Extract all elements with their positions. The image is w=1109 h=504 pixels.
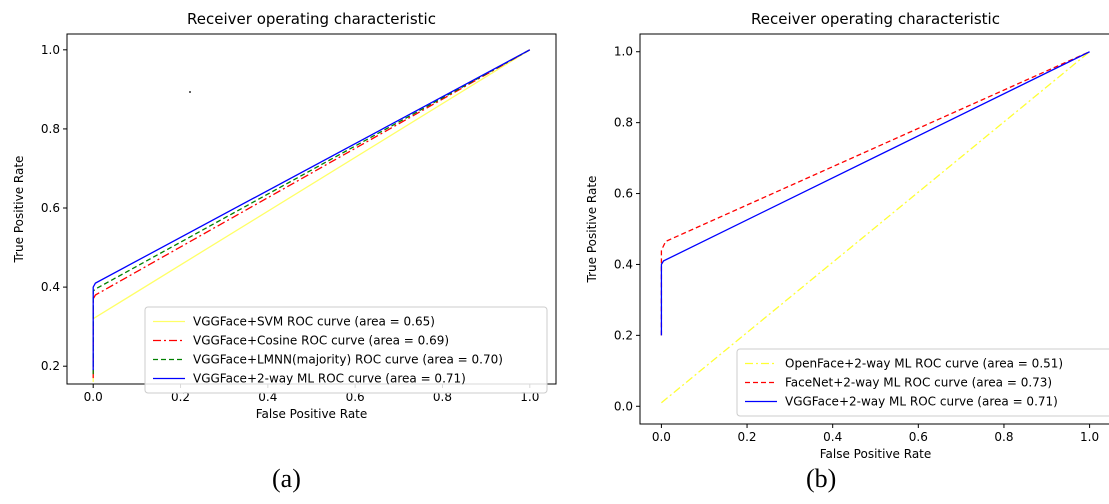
b-legend-label-2: VGGFace+2-way ML ROC curve (area = 0.71) <box>785 395 1058 409</box>
caption-a: (a) <box>272 464 301 493</box>
b-x-tick-label-5: 1.0 <box>1080 430 1099 444</box>
a-y-tick-label-2: 0.6 <box>41 201 60 215</box>
b-x-tick-label-3: 0.6 <box>909 430 928 444</box>
a-stray-mark <box>189 91 191 93</box>
a-chart-title: Receiver operating characteristic <box>187 10 436 28</box>
b-y-tick-label-0: 0.0 <box>614 399 633 413</box>
a-y-tick-label-4: 1.0 <box>41 43 60 57</box>
b-series-line-1 <box>660 51 1090 336</box>
b-y-tick-label-5: 1.0 <box>614 45 633 59</box>
b-y-tick-label-2: 0.4 <box>614 257 633 271</box>
a-legend-label-3: VGGFace+2-way ML ROC curve (area = 0.71) <box>193 372 466 386</box>
b-y-tick-label-4: 0.8 <box>614 116 633 130</box>
a-y-tick-label-3: 0.8 <box>41 122 60 136</box>
caption-b: (b) <box>806 464 837 493</box>
b-legend-box <box>736 348 1109 417</box>
b-x-axis-label: False Positive Rate <box>820 447 932 460</box>
b-legend-label-0: OpenFace+2-way ML ROC curve (area = 0.51… <box>785 357 1063 371</box>
a-x-axis-label: False Positive Rate <box>256 407 368 421</box>
b-legend-label-1: FaceNet+2-way ML ROC curve (area = 0.73) <box>785 376 1052 390</box>
a-x-tick-label-0: 0.0 <box>84 390 103 404</box>
b-x-tick-label-4: 0.8 <box>994 430 1013 444</box>
b-x-tick-label-2: 0.4 <box>823 430 842 444</box>
b-x-tick-label-0: 0.0 <box>652 430 671 444</box>
roc-chart-b: Receiver operating characteristic 0.0 0.2 0… <box>585 10 1109 460</box>
roc-chart-a: Receiver operating characteristic 0.0 0.2 0… <box>12 10 557 421</box>
b-y-tick-label-3: 0.6 <box>614 187 633 201</box>
b-series-line-0 <box>660 51 1091 404</box>
a-legend-label-1: VGGFace+Cosine ROC curve (area = 0.69) <box>193 334 449 348</box>
a-legend-label-2: VGGFace+LMNN(majority) ROC curve (area =… <box>193 353 503 367</box>
b-y-axis-label: True Positive Rate <box>585 176 599 284</box>
a-y-tick-label-0: 0.2 <box>41 359 60 373</box>
b-axes-frame <box>639 33 1109 425</box>
b-chart-title: Receiver operating characteristic <box>751 10 1000 28</box>
b-series-line-2 <box>660 51 1090 336</box>
b-y-tick-label-1: 0.2 <box>614 328 633 342</box>
a-y-tick-label-1: 0.4 <box>41 280 60 294</box>
a-legend-box <box>144 306 548 394</box>
a-y-axis-label: True Positive Rate <box>12 156 26 264</box>
a-legend-label-0: VGGFace+SVM ROC curve (area = 0.65) <box>193 315 435 329</box>
a-series-line-3 <box>92 49 531 371</box>
b-x-tick-label-1: 0.2 <box>737 430 756 444</box>
